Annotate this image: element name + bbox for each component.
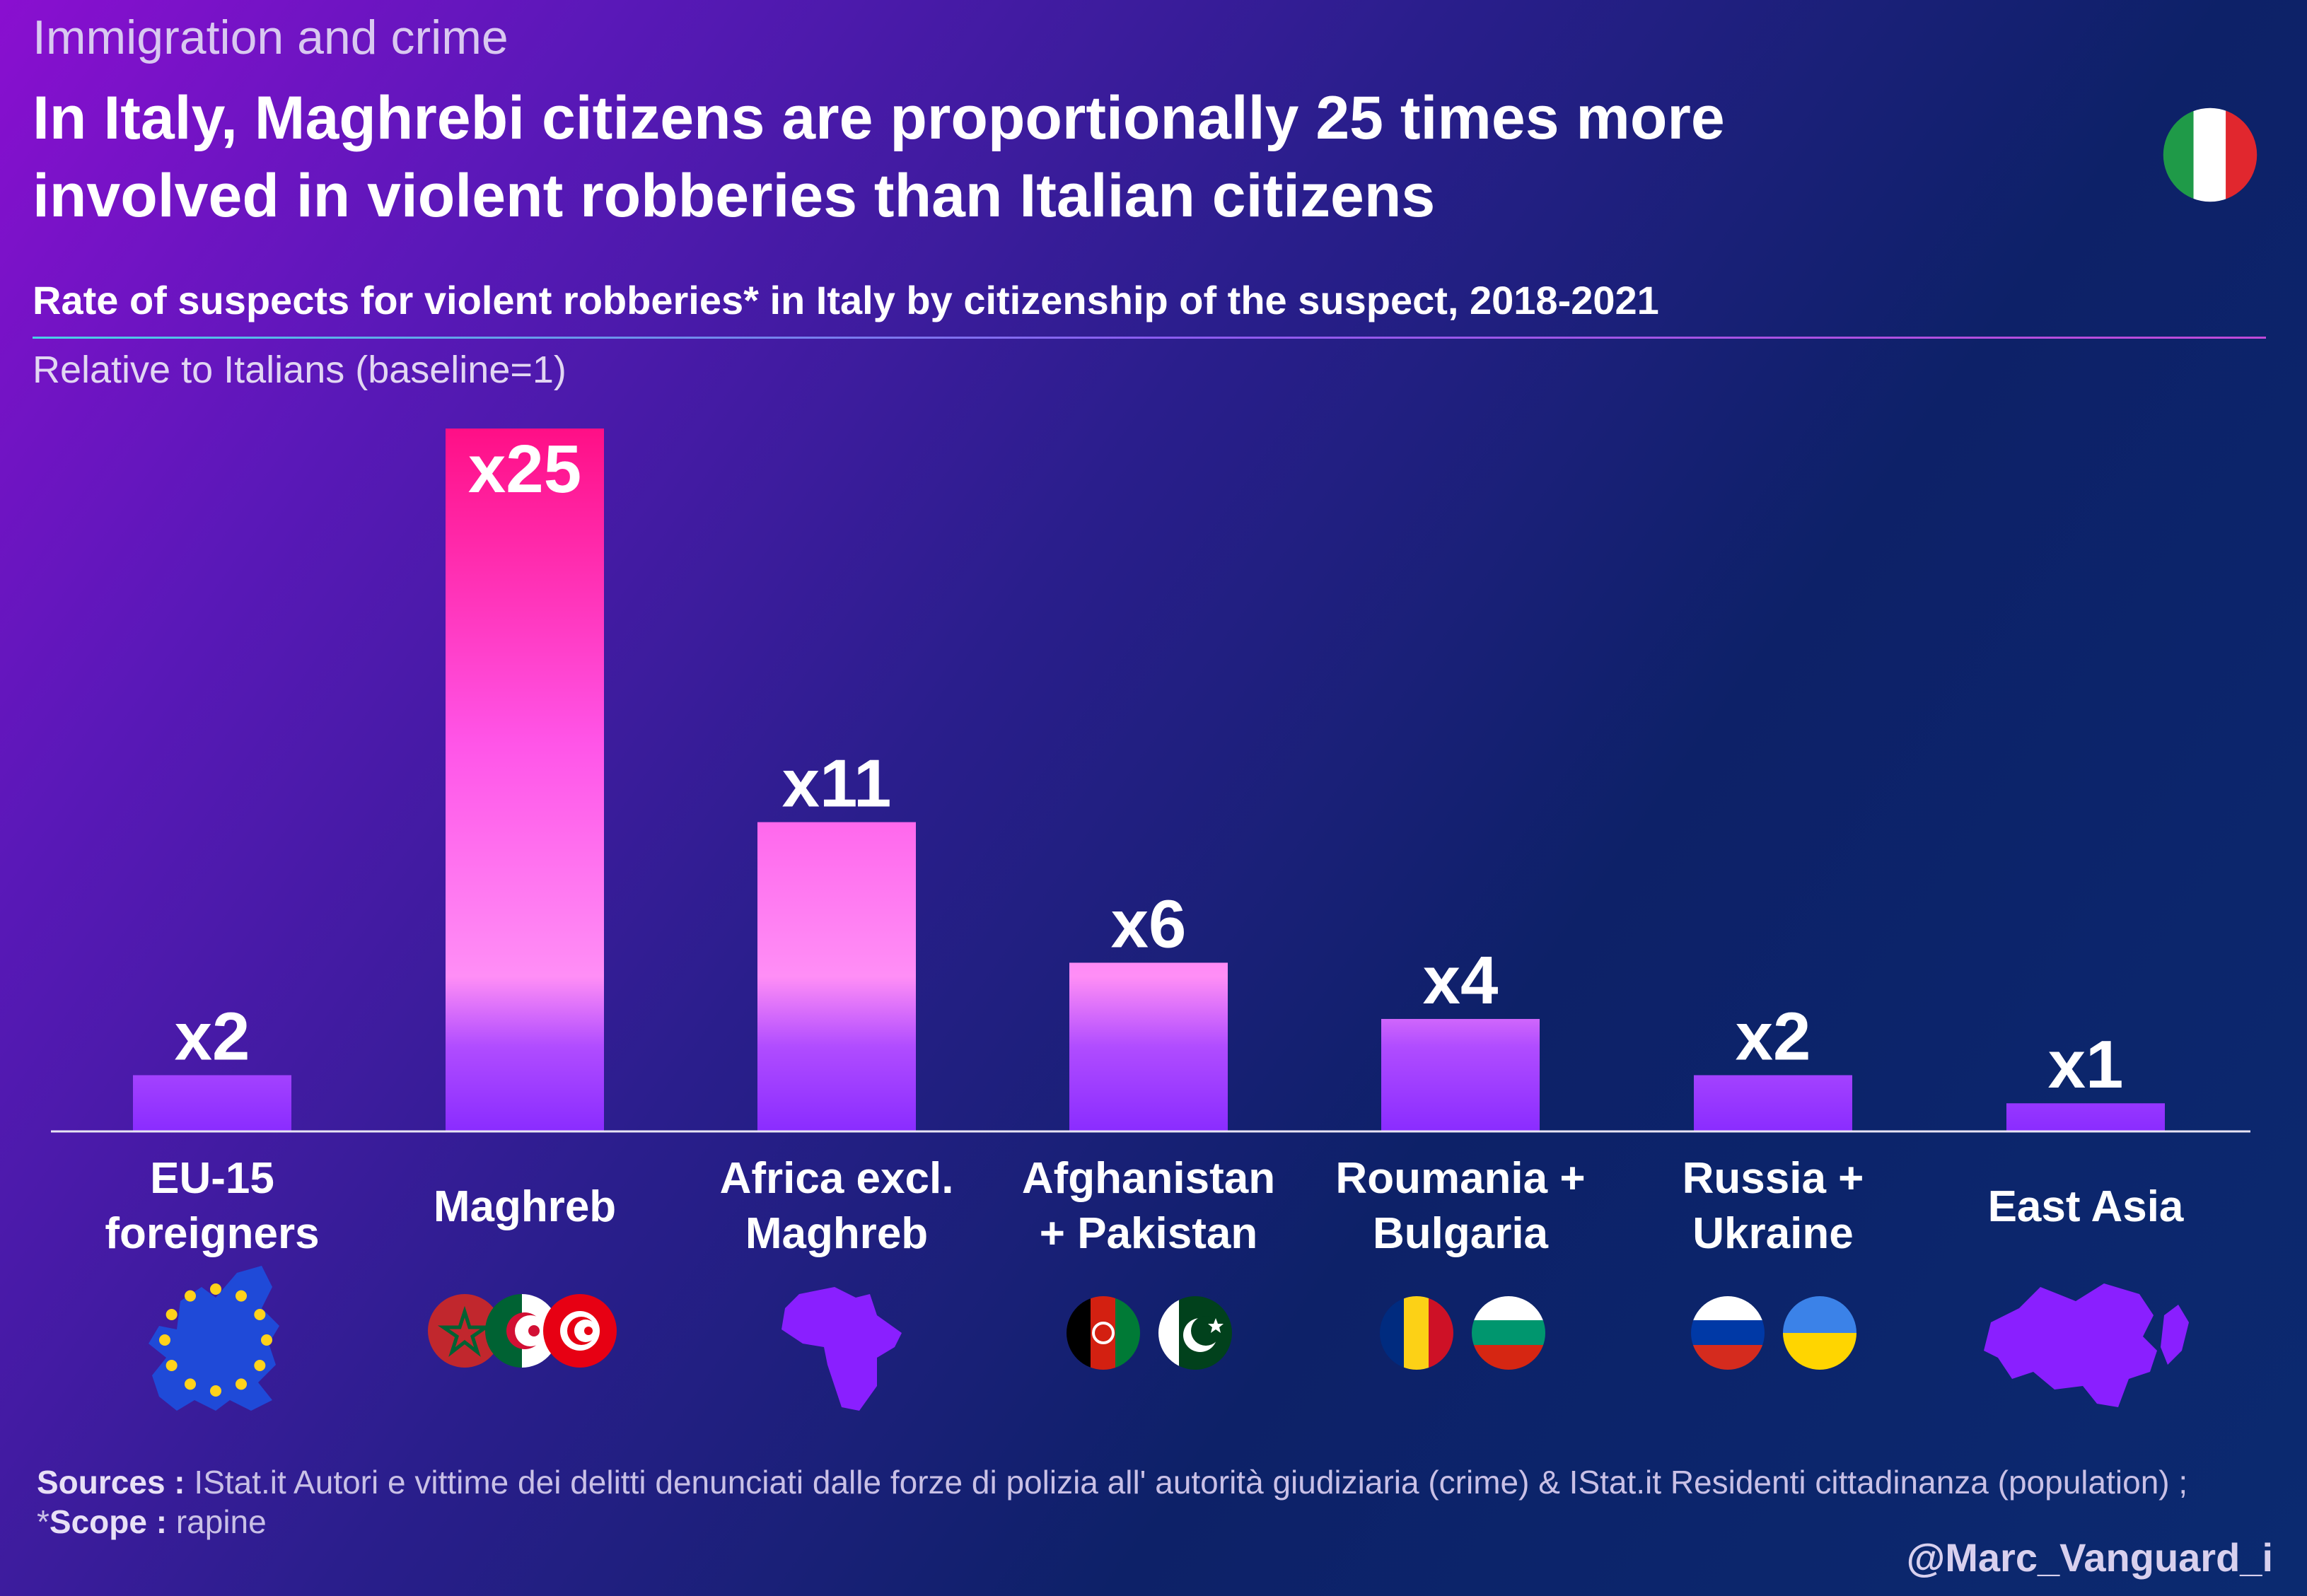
x-label-5: Russia + Ukraine [1639,1151,1907,1262]
x-label-line1: Afghanistan [1021,1154,1276,1203]
author-handle: @Marc_Vanguard_i [1906,1535,2273,1580]
x-label-line2: Bulgaria [1372,1209,1549,1258]
bar-6 [2006,1103,2165,1131]
x-label-line1: East Asia [1987,1182,2184,1231]
x-label-2: Africa excl. Maghreb [702,1151,971,1262]
x-label-line1: EU-15 [150,1154,274,1203]
value-label-1: x25 [468,431,581,507]
x-label-line2: Maghreb [745,1209,929,1258]
east-asia-map-icon [1984,1283,2189,1407]
value-labels-group: x2 x25 x11 x6 x4 x2 x1 [175,431,2124,1102]
eu-star [254,1309,266,1320]
x-label-line1: Russia + [1682,1154,1864,1203]
x-label-line1: Maghreb [433,1182,617,1231]
eu-star [165,1309,178,1320]
eu-star [236,1378,247,1390]
sources-note: Sources : IStat.it Autori e vittime dei … [37,1462,2229,1542]
page-title: In Italy, Maghrebi citizens are proporti… [33,84,1725,230]
x-label-4: Roumania + Bulgaria [1326,1151,1595,1262]
bar-2 [757,822,916,1131]
eu-star [236,1290,247,1302]
x-label-1: Maghreb [390,1179,659,1235]
x-label-line2: + Pakistan [1039,1209,1258,1258]
bar-5 [1694,1075,1852,1131]
x-label-line1: Africa excl. [719,1154,954,1203]
bar-0 [133,1075,291,1131]
x-label-3: Afghanistan + Pakistan [1014,1151,1283,1262]
eu-map-icon [149,1266,279,1411]
afghanistan-pakistan-flags-icon [1067,1296,1232,1370]
bar-4 [1381,1018,1540,1131]
africa-map-icon [781,1287,902,1411]
unit-note: Relative to Italians (baseline=1) [33,349,566,391]
value-label-3: x6 [1111,886,1187,962]
eu-star [185,1290,196,1302]
x-label-6: East Asia [1951,1179,2220,1235]
value-label-6: x1 [2048,1027,2124,1102]
bar-1 [446,429,604,1131]
russia-ukraine-flags-icon [1691,1296,1856,1370]
eu-star [159,1334,170,1346]
maghreb-flags-icon [428,1294,617,1368]
x-label-0: EU-15 foreigners [78,1151,347,1262]
sources-text: IStat.it Autori e vittime dei delitti de… [37,1464,2188,1540]
eu-star [185,1378,196,1390]
eu-star [210,1283,221,1295]
eu-star [165,1360,178,1371]
bar-3 [1069,962,1228,1131]
bars-group [133,429,2165,1131]
eu-star [254,1360,266,1371]
chart-subtitle: Rate of suspects for violent robberies* … [33,278,1659,322]
scope-label: Scope : [49,1503,168,1540]
sources-label: Sources : [37,1464,185,1501]
topic-label: Immigration and crime [33,11,509,64]
italy-flag-icon [2163,107,2257,202]
scope-text: rapine [167,1503,267,1540]
divider [33,337,2266,339]
eu-star [261,1334,272,1346]
eu-star [210,1385,221,1397]
x-label-line1: Roumania + [1335,1154,1586,1203]
value-label-5: x2 [1736,998,1811,1074]
value-label-2: x11 [782,746,892,822]
value-label-0: x2 [175,998,250,1074]
x-label-line2: Ukraine [1692,1209,1854,1258]
x-label-line2: foreigners [105,1209,320,1258]
value-label-4: x4 [1423,943,1499,1018]
romania-bulgaria-flags-icon [1380,1296,1545,1370]
